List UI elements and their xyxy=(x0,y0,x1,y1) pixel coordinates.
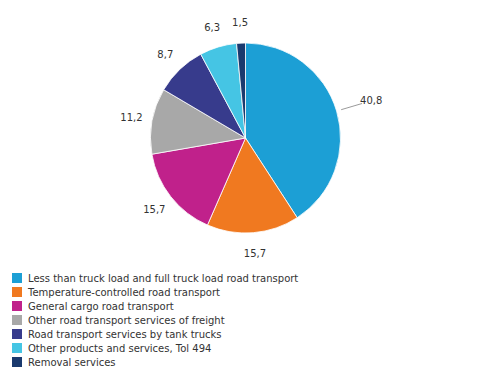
leader-line xyxy=(341,103,362,109)
data-label: 15,7 xyxy=(244,248,266,259)
legend-swatch xyxy=(12,343,22,353)
legend-label: Road transport services by tank trucks xyxy=(28,329,222,340)
data-label: 6,3 xyxy=(204,22,220,33)
slice xyxy=(237,43,246,138)
legend-item: Temperature-controlled road transport xyxy=(12,287,220,298)
legend-item: Removal services xyxy=(12,357,116,368)
legend-item: Other products and services, Tol 494 xyxy=(12,343,211,354)
legend-swatch xyxy=(12,315,22,325)
data-label: 1,5 xyxy=(232,17,248,28)
data-label: 40,8 xyxy=(360,95,382,106)
legend-swatch xyxy=(12,287,22,297)
legend-swatch xyxy=(12,357,22,367)
legend-label: Other products and services, Tol 494 xyxy=(28,343,211,354)
slice xyxy=(201,43,246,138)
data-label: 11,2 xyxy=(120,112,142,123)
legend-label: Temperature-controlled road transport xyxy=(27,287,220,298)
legend-label: Removal services xyxy=(28,357,116,368)
legend-label: Other road transport services of freight xyxy=(28,315,225,326)
legend-swatch xyxy=(12,329,22,339)
pie xyxy=(151,43,341,233)
data-label: 15,7 xyxy=(143,204,165,215)
chart: 40,8 15,7 15,7 11,2 8,7 6,3 1,5 Less than truck… xyxy=(0,0,491,378)
data-label: 8,7 xyxy=(157,49,173,60)
legend: Less than truck load and full truck load… xyxy=(12,273,298,368)
legend-swatch xyxy=(12,273,22,283)
data-labels: 40,8 15,7 15,7 11,2 8,7 6,3 1,5 xyxy=(120,17,382,259)
legend-item: General cargo road transport xyxy=(12,301,174,312)
legend-item: Road transport services by tank trucks xyxy=(12,329,222,340)
legend-item: Less than truck load and full truck load… xyxy=(12,273,298,284)
legend-item: Other road transport services of freight xyxy=(12,315,225,326)
legend-label: Less than truck load and full truck load… xyxy=(28,273,298,284)
legend-label: General cargo road transport xyxy=(28,301,174,312)
legend-swatch xyxy=(12,301,22,311)
